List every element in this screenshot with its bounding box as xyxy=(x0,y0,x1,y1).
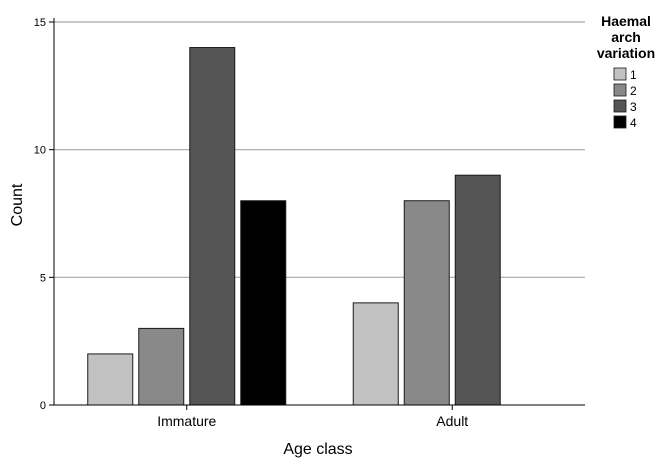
bar xyxy=(138,327,185,406)
legend-swatch xyxy=(613,67,627,81)
legend-title-line: Haemal xyxy=(601,13,651,29)
bars xyxy=(87,47,501,406)
x-category-labels: Immature Adult xyxy=(157,405,468,429)
x-category-label: Immature xyxy=(157,413,216,429)
y-tick-label: 5 xyxy=(40,272,46,284)
legend-swatch xyxy=(613,115,627,129)
legend-label: 2 xyxy=(630,84,637,98)
legend-swatch xyxy=(613,99,627,113)
bar xyxy=(454,174,501,406)
y-tick-label: 10 xyxy=(34,145,46,157)
y-tick-label: 0 xyxy=(40,400,46,412)
x-category-label: Adult xyxy=(436,413,468,429)
legend-label: 3 xyxy=(630,100,637,114)
bar xyxy=(240,200,287,406)
legend-title-line: variation xyxy=(597,45,655,61)
bar xyxy=(352,302,399,406)
legend: Haemal arch variation 1 2 3 4 xyxy=(597,13,655,130)
legend-label: 1 xyxy=(630,68,637,82)
x-axis-title: Age class xyxy=(283,441,352,458)
bar xyxy=(403,200,450,406)
legend-label: 4 xyxy=(630,116,637,130)
legend-swatch xyxy=(613,83,627,97)
legend-items: 1 2 3 4 xyxy=(613,67,637,130)
bar xyxy=(189,47,236,406)
gridlines xyxy=(54,21,585,278)
legend-title-line: arch xyxy=(611,29,641,45)
y-tick-label: 15 xyxy=(34,17,46,29)
bar xyxy=(87,353,134,406)
y-axis-title: Count xyxy=(9,183,26,226)
y-tick-labels: 0 5 10 15 xyxy=(34,17,54,412)
